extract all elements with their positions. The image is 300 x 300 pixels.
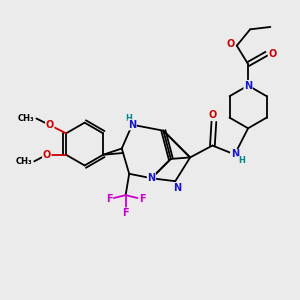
Text: CH₃: CH₃ [18, 114, 34, 123]
Text: O: O [226, 39, 234, 49]
Text: O: O [268, 49, 277, 59]
Text: CH₃: CH₃ [16, 157, 32, 166]
Text: O: O [46, 120, 54, 130]
Text: F: F [122, 208, 129, 218]
Text: N: N [231, 149, 239, 160]
Text: N: N [244, 80, 252, 91]
Text: N: N [147, 173, 155, 183]
Text: N: N [128, 120, 136, 130]
Text: F: F [106, 194, 112, 204]
Text: O: O [43, 150, 51, 160]
Text: F: F [139, 194, 145, 204]
Text: H: H [125, 114, 132, 123]
Text: O: O [208, 110, 217, 120]
Text: H: H [238, 157, 245, 166]
Text: N: N [173, 183, 181, 193]
